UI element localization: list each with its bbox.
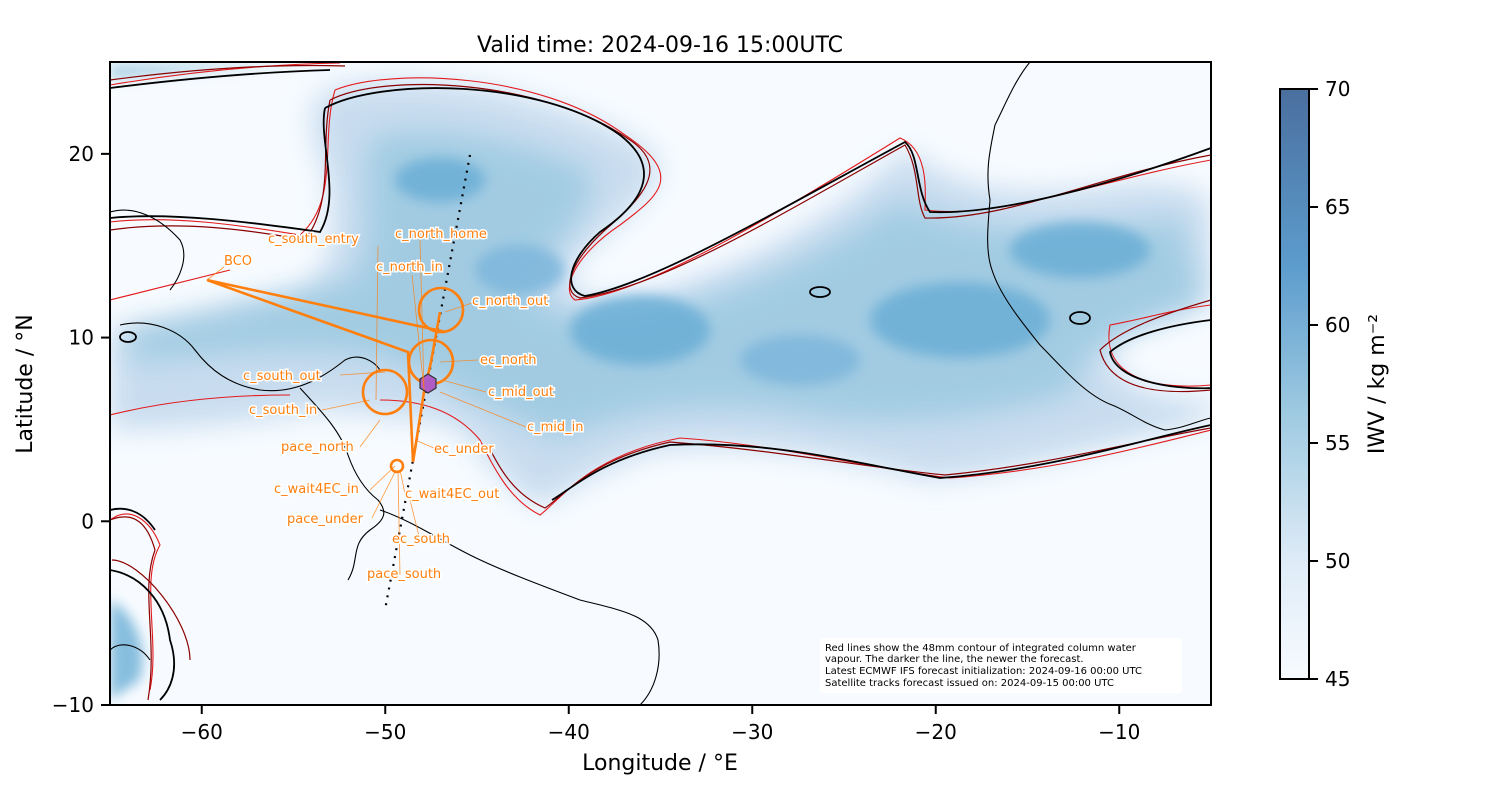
colorbar-tick-label: 60 (1325, 313, 1350, 337)
y-tick-label: −10 (52, 693, 94, 717)
colorbar-label: IWV / kg m⁻² (1365, 314, 1390, 454)
note-box (820, 638, 1182, 693)
x-tick-label: −30 (731, 720, 773, 744)
forecast-note: Red lines show the 48mm contour of integ… (820, 638, 1182, 693)
waypoint-label-c-mid-in: c_mid_in (527, 420, 584, 435)
waypoint-label-c-south-entry: c_south_entry (268, 232, 359, 247)
x-axis-label: Longitude / °E (582, 751, 738, 776)
y-axis-label: Latitude / °N (13, 314, 38, 453)
waypoint-label-pace-north: pace_north (281, 440, 354, 455)
waypoint-label-c-wait4ec-out: c_wait4EC_out (405, 487, 499, 502)
waypoint-labels: BCO c_south_entry c_north_home c_north_i… (223, 226, 586, 584)
y-tick-label: 0 (81, 509, 94, 533)
iwv-field (110, 62, 1211, 705)
circle-wait4ec (389, 458, 405, 474)
x-tick-label: −10 (1098, 720, 1140, 744)
note-line-2: vapour. The darker the line, the newer t… (825, 654, 1084, 665)
note-line-4: Satellite tracks forecast issued on: 202… (825, 678, 1114, 689)
waypoint-label-c-north-in: c_north_in (376, 260, 443, 275)
colorbar-tick-label: 55 (1325, 431, 1350, 455)
iwv-contour-newest (110, 69, 1211, 701)
colorbar-tick-label: 70 (1325, 77, 1350, 101)
coastlines (110, 62, 1211, 705)
colorbar-tick-label: 45 (1325, 667, 1350, 691)
circle-north (417, 286, 465, 334)
waypoint-label-bco: BCO (224, 254, 252, 269)
y-tick-label: 10 (69, 326, 94, 350)
waypoint-label-pace-south: pace_south (367, 567, 441, 582)
map-frame (109, 61, 1212, 706)
x-tick-label: −40 (548, 720, 590, 744)
waypoint-label-c-south-in: c_south_in (249, 403, 317, 418)
waypoint-label-c-north-out: c_north_out (472, 294, 548, 309)
map-title: Valid time: 2024-09-16 15:00UTC (477, 33, 843, 58)
colorbar-gradient (1279, 88, 1310, 680)
x-tick-label: −60 (181, 720, 223, 744)
x-tick-label: −50 (364, 720, 406, 744)
colorbar-ticks: 45 50 55 60 65 70 (1309, 77, 1350, 691)
waypoint-label-ec-north: ec_north (480, 353, 537, 368)
waypoint-label-pace-under: pace_under (287, 512, 364, 527)
note-line-1: Red lines show the 48mm contour of integ… (825, 643, 1137, 654)
colorbar-tick-label: 65 (1325, 195, 1350, 219)
x-tick-label: −20 (915, 720, 957, 744)
waypoint-label-c-mid-out: c_mid_out (488, 385, 554, 400)
circle-south (361, 368, 409, 416)
label-leader-lines (206, 239, 527, 576)
waypoint-label-c-wait4ec-in: c_wait4EC_in (274, 482, 359, 497)
y-tick-label: 20 (69, 142, 94, 166)
colorbar-tick-label: 50 (1325, 549, 1350, 573)
waypoint-label-c-north-home: c_north_home (395, 227, 487, 242)
note-line-3: Latest ECMWF IFS forecast initialization… (825, 666, 1142, 677)
map-panel: BCO c_south_entry c_north_home c_north_i… (109, 61, 1212, 706)
colorbar: 45 50 55 60 65 70 IWV / kg m⁻² (1279, 77, 1390, 691)
waypoint-label-ec-south: ec_south (392, 532, 450, 547)
waypoint-label-c-south-out: c_south_out (243, 369, 321, 384)
x-axis: −60 −50 −40 −30 −20 −10 (181, 705, 1140, 744)
y-axis: 20 10 0 −10 (52, 142, 110, 717)
waypoint-label-ec-under: ec_under (434, 442, 494, 457)
